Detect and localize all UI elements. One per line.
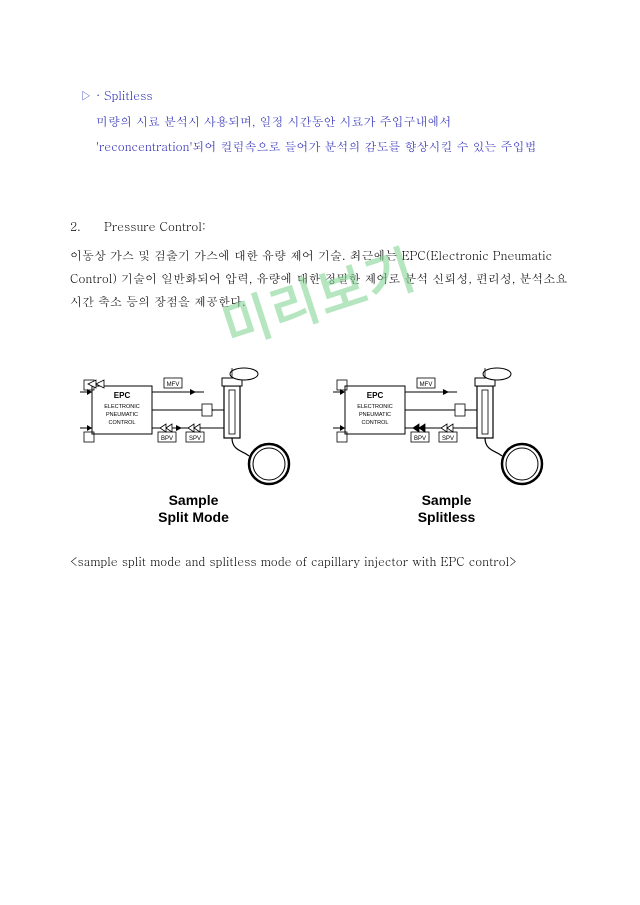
svg-text:CONTROL: CONTROL [361, 420, 388, 426]
diagram-caption: <sample split mode and splitless mode of… [70, 551, 570, 573]
svg-text:ELECTRONIC: ELECTRONIC [357, 404, 392, 410]
section2-body: 이동상 가스 및 검출기 가스에 대한 유량 제어 기술. 최근에는 EPC(E… [70, 245, 570, 313]
svg-text:MFV: MFV [419, 382, 432, 388]
svg-text:PNEUMATIC: PNEUMATIC [359, 412, 391, 418]
svg-text:ELECTRONIC: ELECTRONIC [104, 404, 139, 410]
diagram-split-mode: EPC ELECTRONIC PNEUMATIC CONTROL MFV BPV [72, 356, 315, 526]
diagram-splitless: EPC ELECTRONIC PNEUMATIC CONTROL MFV BPV… [325, 356, 568, 526]
diagram-right-label: Sample Splitless [418, 492, 476, 526]
svg-text:MFV: MFV [166, 382, 179, 388]
diagram-area: EPC ELECTRONIC PNEUMATIC CONTROL MFV BPV [70, 356, 570, 526]
svg-text:SPV: SPV [188, 436, 200, 442]
svg-text:BPV: BPV [160, 436, 172, 442]
splitless-line1: 미량의 시료 분석시 사용되며, 일정 시간동안 시료가 주입구내에서 [70, 111, 570, 133]
svg-text:CONTROL: CONTROL [108, 420, 135, 426]
section2-number: 2. [70, 216, 100, 238]
svg-text:SPV: SPV [441, 436, 453, 442]
diagram-left-label: Sample Split Mode [158, 492, 229, 526]
section2-title: Pressure Control: [104, 218, 206, 235]
svg-text:EPC: EPC [113, 391, 130, 400]
splitless-heading: ▷ · Splitless [70, 85, 570, 107]
svg-text:EPC: EPC [366, 391, 383, 400]
splitless-line2: 'reconcentration'되어 컬럼속으로 들어가 분석의 감도를 향상… [70, 136, 570, 158]
svg-text:PNEUMATIC: PNEUMATIC [106, 412, 138, 418]
svg-text:BPV: BPV [413, 436, 425, 442]
section2-heading: 2. Pressure Control: [70, 216, 570, 238]
